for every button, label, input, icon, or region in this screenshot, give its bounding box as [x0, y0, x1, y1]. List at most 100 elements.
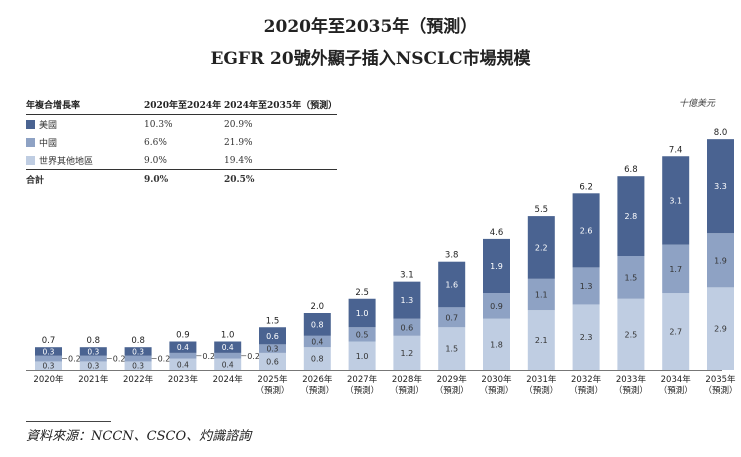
cagr-header-period1: 2020年至2024年 [144, 98, 224, 115]
bar-1-series-2-label: 0.3 [87, 347, 99, 356]
bar-8-total-label: 3.1 [400, 271, 414, 281]
bar-1-series-1-label: 0.2 [113, 355, 126, 364]
cagr-header-period2: 2024年至2035年（預測） [224, 98, 338, 115]
bar-12-series-2 [572, 193, 600, 268]
bar-11-series-0 [527, 310, 555, 370]
bar-12-series-2-label: 2.6 [580, 226, 593, 235]
bar-14-total-label: 7.4 [669, 145, 683, 155]
x-tick-label-9: 2029年 [437, 374, 468, 385]
legend-swatch-us [26, 120, 35, 129]
x-tick-forecast-9: （預測） [435, 385, 469, 396]
bar-7-series-0 [348, 341, 376, 370]
bar-15-series-1-label: 1.9 [714, 256, 727, 265]
bar-12-series-1 [572, 267, 600, 305]
bar-0-series-1 [35, 355, 62, 362]
bar-0-series-0-label: 0.3 [43, 362, 55, 371]
bar-6-series-1-label: 0.4 [311, 338, 323, 347]
bar-15-series-0-label: 2.9 [714, 325, 727, 334]
bar-3-series-0-label: 0.4 [177, 360, 189, 369]
bar-8-series-0-label: 1.2 [401, 349, 414, 358]
x-tick-label-1: 2021年 [78, 374, 109, 385]
bar-5-series-0 [259, 352, 286, 370]
bar-5-series-1-label: 0.3 [267, 345, 279, 354]
bar-7-series-2-label: 1.0 [356, 309, 369, 318]
cagr-us-v2: 20.9% [224, 119, 253, 130]
bar-5-total-label: 1.5 [266, 316, 280, 326]
bar-1-series-0 [79, 361, 107, 370]
x-tick-forecast-12: （預測） [569, 385, 603, 396]
bar-7-total-label: 2.5 [355, 288, 369, 298]
bar-10-series-2 [483, 238, 510, 294]
cagr-us-v1: 10.3% [144, 119, 173, 130]
bar-4-series-1 [214, 352, 242, 359]
bar-11-series-0-label: 2.1 [535, 336, 548, 345]
bar-2-total-label: 0.8 [131, 336, 145, 346]
x-tick-label-13: 2033年 [616, 374, 647, 385]
bar-6-series-1 [303, 335, 331, 348]
bar-12-series-0 [572, 304, 600, 370]
bar-14-series-1 [662, 244, 690, 294]
x-tick-label-11: 2031年 [526, 374, 557, 385]
bar-8-series-2 [393, 281, 421, 319]
x-tick-forecast-7: （預測） [345, 385, 379, 396]
bar-14-series-2-label: 3.1 [669, 196, 682, 205]
bar-0-series-0 [35, 361, 62, 370]
bar-9-series-0-label: 1.5 [445, 345, 458, 354]
bar-8-series-1 [393, 318, 421, 336]
bar-2-series-0-label: 0.3 [132, 362, 144, 371]
bar-0-series-2-label: 0.3 [43, 347, 55, 356]
x-tick-forecast-8: （預測） [390, 385, 424, 396]
bar-14-series-1-label: 1.7 [669, 265, 682, 274]
x-tick-label-8: 2028年 [392, 374, 423, 385]
cagr-total-v1: 9.0% [144, 169, 224, 188]
bar-5-series-2-label: 0.6 [266, 332, 279, 341]
bar-4-series-0-label: 0.4 [222, 360, 234, 369]
x-tick-forecast-15: （預測） [703, 385, 737, 396]
x-tick-label-10: 2030年 [481, 374, 512, 385]
bar-2-series-1 [124, 355, 152, 362]
x-tick-forecast-10: （預測） [479, 385, 513, 396]
x-tick-label-6: 2026年 [302, 374, 333, 385]
bar-3-series-1-label: 0.2 [202, 352, 215, 361]
bar-2-series-2-label: 0.3 [132, 347, 144, 356]
bar-6-series-0 [303, 347, 331, 370]
bar-4-total-label: 1.0 [221, 331, 235, 341]
bar-15-series-2-label: 3.3 [714, 182, 727, 191]
bar-11-series-1-label: 1.1 [535, 290, 548, 299]
bar-4-series-1-label: 0.2 [247, 352, 260, 361]
bar-5-series-2 [259, 327, 286, 345]
bar-3-total-label: 0.9 [176, 331, 190, 341]
bar-0-total-label: 0.7 [42, 336, 56, 346]
bar-11-series-1 [527, 278, 555, 311]
legend-swatch-row [26, 156, 35, 165]
x-tick-forecast-6: （預測） [300, 385, 334, 396]
bar-7-series-1-label: 0.5 [356, 330, 369, 339]
bar-10-series-0-label: 1.8 [490, 340, 503, 349]
bar-13-series-0-label: 2.5 [625, 330, 638, 339]
legend-label-row: 世界其他地區 [39, 157, 94, 167]
bar-10-total-label: 4.6 [490, 228, 504, 238]
cagr-row-row: 世界其他地區 9.0% 19.4% [26, 151, 337, 170]
bar-4-series-0 [214, 358, 242, 370]
bar-11-total-label: 5.5 [535, 205, 549, 215]
bar-12-series-1-label: 1.3 [580, 282, 593, 291]
bar-8-series-2-label: 1.3 [401, 296, 414, 305]
x-tick-label-7: 2027年 [347, 374, 378, 385]
cagr-table: 年複合增長率 2020年至2024年 2024年至2035年（預測） 美國 10… [26, 98, 338, 188]
cagr-header-row: 年複合增長率 2020年至2024年 2024年至2035年（預測） [26, 98, 338, 115]
bar-5-series-1 [259, 344, 286, 353]
bar-13-series-2-label: 2.8 [625, 212, 638, 221]
bar-3-series-2 [169, 341, 197, 353]
bar-14-series-0 [662, 293, 690, 370]
x-tick-label-2: 2022年 [123, 374, 154, 385]
bar-11-series-2 [527, 216, 555, 279]
x-tick-label-3: 2023年 [168, 374, 199, 385]
bar-9-series-0 [438, 327, 466, 370]
x-tick-label-0: 2020年 [33, 374, 64, 385]
bar-8-series-0 [393, 335, 421, 370]
bar-14-series-2 [662, 156, 690, 245]
bar-13-series-1-label: 1.5 [625, 273, 638, 282]
bar-10-series-1-label: 0.9 [490, 302, 503, 311]
cagr-row-china: 中國 6.6% 21.9% [26, 133, 337, 151]
